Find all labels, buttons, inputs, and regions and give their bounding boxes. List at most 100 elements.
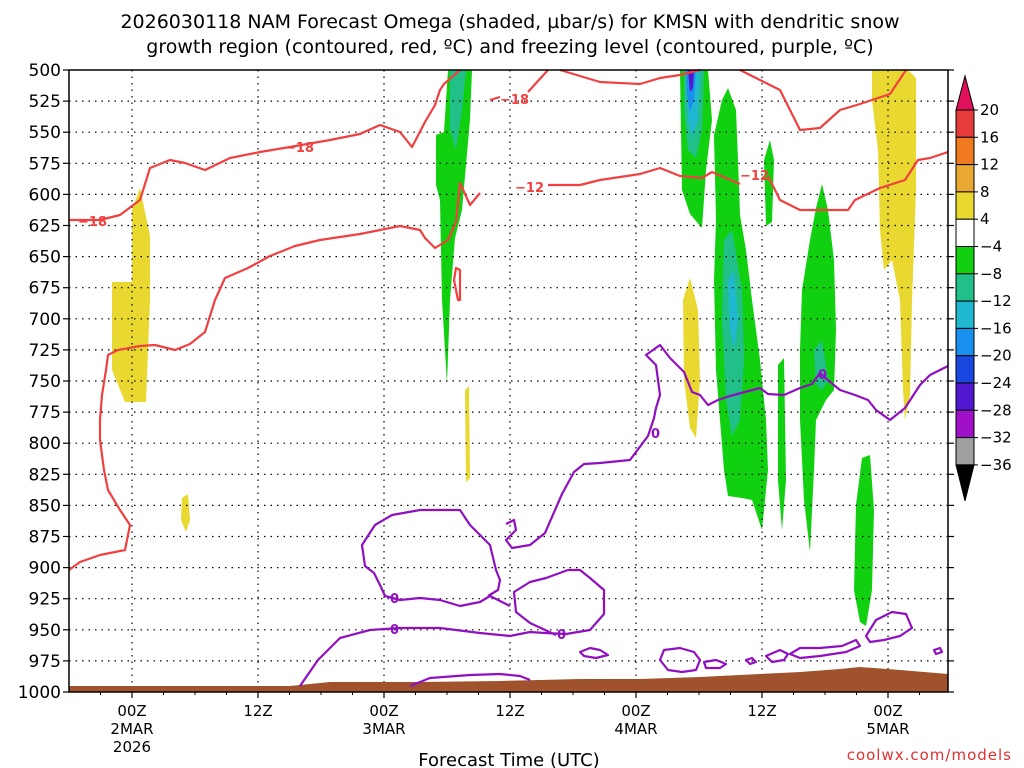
contour-label: 0 (651, 427, 660, 442)
omega-negative-area (764, 140, 774, 226)
x-tick-label: 12Z (747, 702, 776, 720)
colorbar-label: 16 (980, 128, 999, 146)
colorbar-label: 20 (980, 101, 999, 119)
dgz-contours (68, 68, 949, 571)
freezing-level-contour (744, 656, 758, 666)
freezing-level-contour (409, 672, 531, 688)
chart-title-line-1: 2026030118 NAM Forecast Omega (shaded, µ… (120, 11, 899, 33)
colorbar-swatch (955, 273, 975, 302)
y-tick-label: 600 (29, 185, 61, 205)
colorbar-swatch (955, 437, 975, 466)
y-tick-label: 775 (29, 403, 61, 423)
x-tick-label: 00Z (873, 702, 902, 720)
colorbar-label: −36 (980, 456, 1012, 474)
contour-label: 0 (557, 628, 566, 643)
x-axis-label: Forecast Time (UTC) (418, 750, 599, 768)
colorbar-label: −4 (980, 238, 1002, 256)
freezing-contour-labels: 0 0 0 0 0 (390, 368, 827, 643)
x-tick-label: 4MAR (614, 720, 657, 738)
dgz-contour-labels: −18 −18 −12 −12 −18 (78, 93, 769, 230)
y-tick-label: 650 (29, 248, 61, 268)
dgz-contour-minus12 (68, 150, 949, 571)
colorbar-label: −20 (980, 347, 1012, 365)
freezing-level-contour (788, 638, 862, 660)
y-tick-label: 875 (29, 528, 61, 548)
contour-label: 0 (390, 592, 399, 607)
dgz-contour-minus12-cell (452, 266, 462, 302)
omega-positive-area (683, 278, 700, 438)
omega-negative-area (778, 358, 786, 530)
contour-label: −18 (285, 141, 314, 156)
y-tick-label: 1000 (18, 683, 61, 703)
y-axis: 500 525 550 575 600 625 650 675 700 725 750 775 800 8… (18, 61, 954, 703)
y-tick-label: 725 (29, 341, 61, 361)
y-tick-label: 700 (29, 310, 61, 330)
y-tick-label: 975 (29, 652, 61, 672)
x-tick-label: 5MAR (866, 720, 909, 738)
contour-label: 0 (818, 368, 827, 383)
x-tick-label: 2026 (113, 738, 151, 756)
colorbar-swatch (955, 409, 975, 439)
y-tick-label: 950 (29, 621, 61, 641)
colorbar: 20 16 12 8 4 −4 −8 −12 −16 −20 −24 −28 −32 −36 (955, 74, 1012, 502)
colorbar-swatch (955, 246, 975, 275)
y-tick-label: 750 (29, 372, 61, 392)
freezing-level-contour (764, 648, 790, 664)
colorbar-swatch (955, 109, 975, 138)
omega-positive-area (872, 70, 916, 420)
omega-positive-area (181, 494, 190, 532)
colorbar-label: −12 (980, 292, 1012, 310)
chart-title-line-2: growth region (contoured, red, ºC) and f… (146, 36, 873, 58)
freezing-level-contour (932, 646, 944, 656)
colorbar-label: −16 (980, 319, 1012, 337)
colorbar-label: 12 (980, 156, 999, 174)
colorbar-label: −8 (980, 265, 1002, 283)
x-tick-label: 12Z (243, 702, 272, 720)
y-tick-label: 800 (29, 434, 61, 454)
omega-very-strong-negative-area (728, 270, 738, 350)
y-tick-label: 575 (29, 154, 61, 174)
colorbar-label: −32 (980, 429, 1012, 447)
colorbar-swatch (955, 300, 975, 329)
freezing-level-contour (702, 658, 728, 670)
y-tick-label: 925 (29, 590, 61, 610)
colorbar-swatch (955, 218, 975, 247)
omega-shading (112, 70, 916, 626)
x-tick-label: 00Z (621, 702, 650, 720)
colorbar-bottom-arrow (955, 464, 975, 502)
contour-label: 0 (390, 623, 399, 638)
colorbar-swatch (955, 382, 975, 411)
y-tick-label: 825 (29, 465, 61, 485)
omega-strong-negative-area (450, 70, 466, 150)
y-tick-label: 525 (29, 92, 61, 112)
colorbar-label: 8 (980, 183, 990, 201)
colorbar-top-arrow (955, 74, 975, 111)
contour-label: −18 (78, 215, 107, 230)
x-tick-label: 00Z (369, 702, 398, 720)
x-tick-label: 2MAR (110, 720, 153, 738)
x-tick-label: 3MAR (362, 720, 405, 738)
y-tick-label: 625 (29, 217, 61, 237)
x-tick-label: 12Z (495, 702, 524, 720)
y-tick-label: 550 (29, 123, 61, 143)
y-tick-label: 850 (29, 496, 61, 516)
omega-positive-area (465, 386, 470, 482)
colorbar-swatch (955, 164, 975, 193)
freezing-level-contour (658, 646, 702, 674)
freezing-level-contour (864, 610, 914, 644)
dgz-contour-minus18 (69, 68, 907, 222)
omega-extreme-negative-area (688, 70, 694, 92)
freezing-level-contour (299, 343, 949, 687)
freezing-level-contour (578, 646, 610, 660)
credit-text: coolwx.com/models (847, 746, 1012, 764)
colorbar-swatch (955, 191, 975, 220)
contour-label: −12 (740, 169, 769, 184)
contour-label: −12 (515, 181, 544, 196)
terrain-surface (69, 667, 948, 692)
y-tick-label: 675 (29, 279, 61, 299)
freezing-level-contours (299, 343, 949, 688)
omega-negative-area (854, 455, 874, 626)
colorbar-swatch (955, 355, 975, 384)
colorbar-swatch (955, 327, 975, 357)
